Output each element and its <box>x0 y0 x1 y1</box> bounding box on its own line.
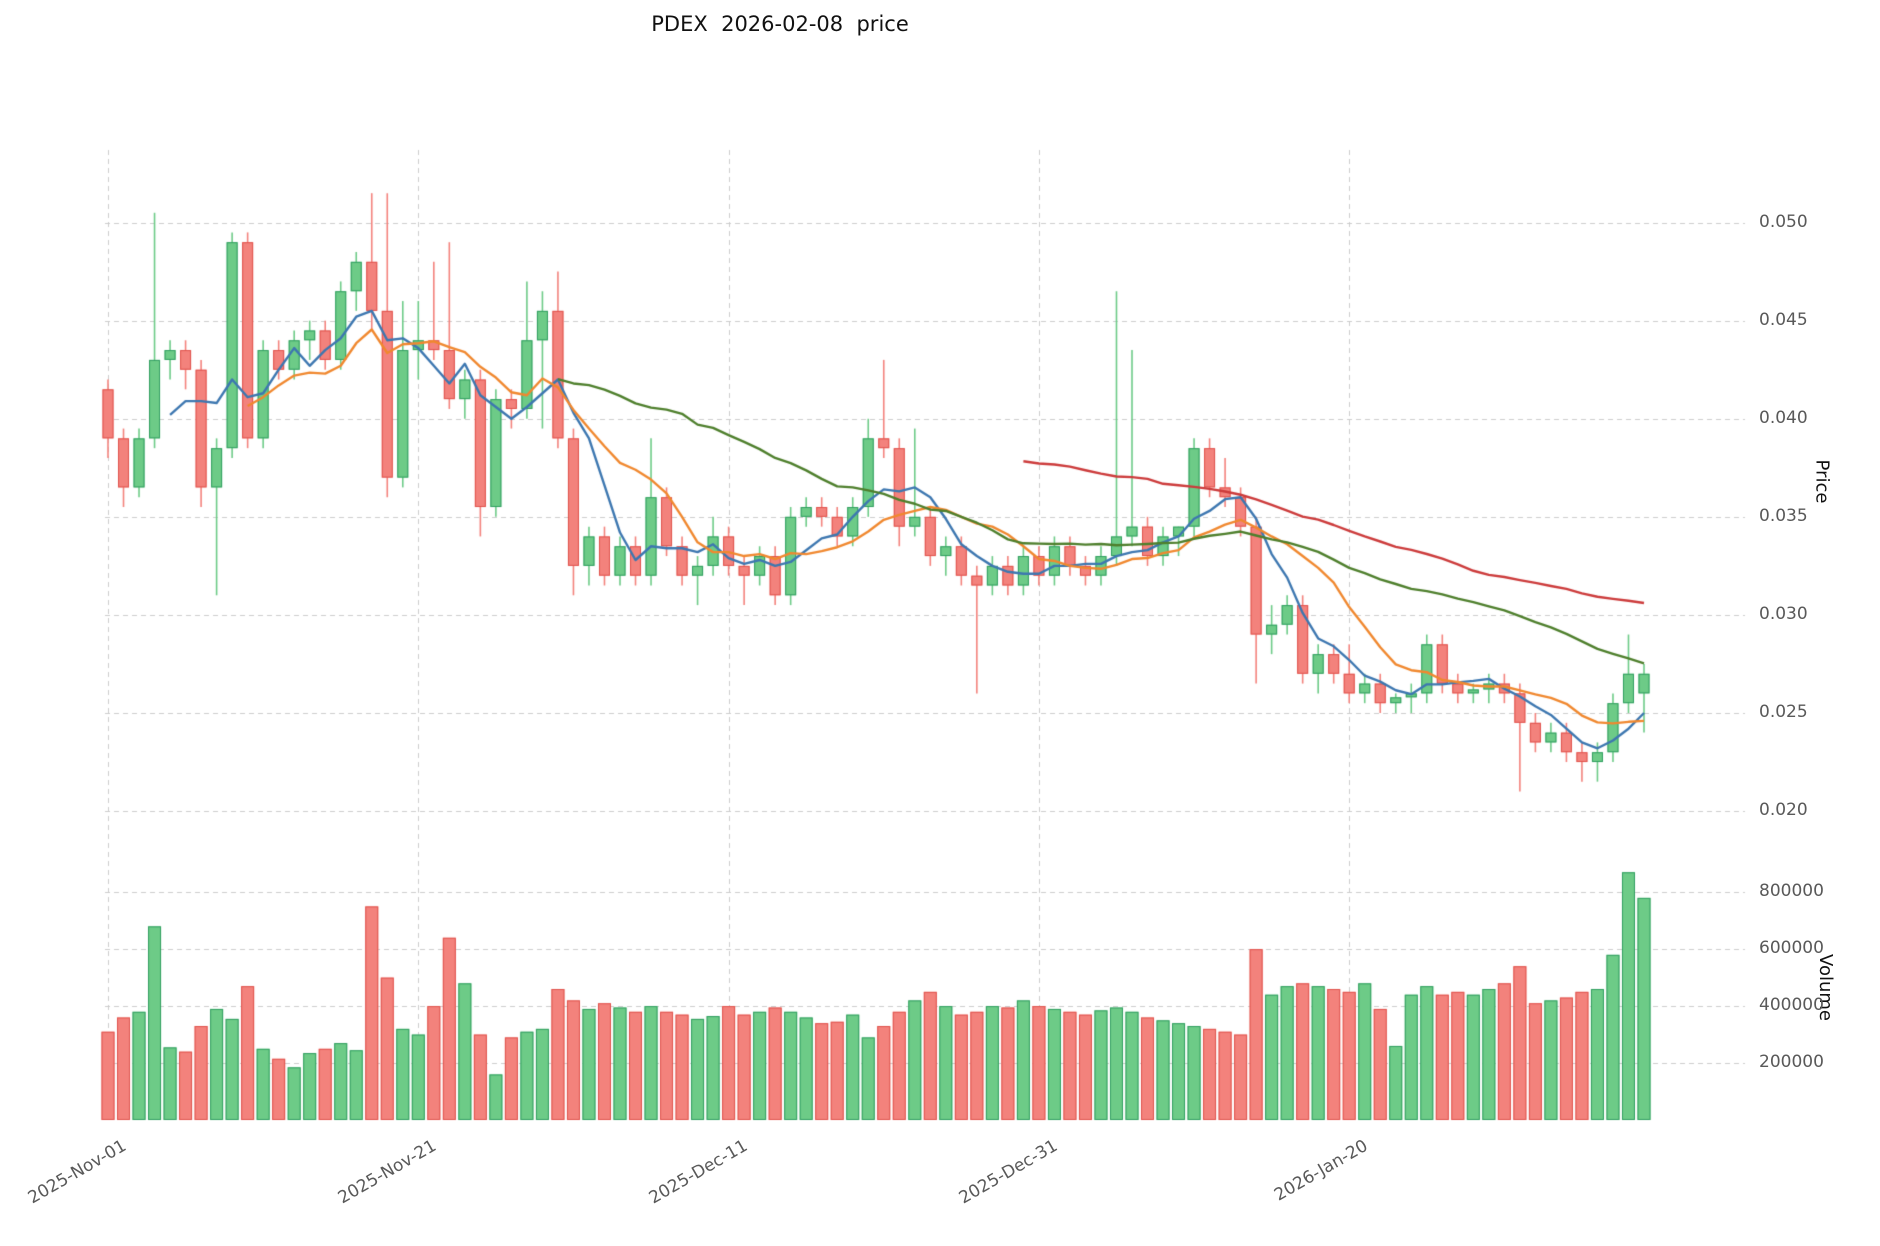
price-tick-label: 0.020 <box>1759 800 1808 821</box>
volume-tick-label: 800000 <box>1759 881 1824 902</box>
price-tick-label: 0.045 <box>1759 309 1808 330</box>
price-axis-title: Price <box>1811 459 1833 503</box>
price-tick-label: 0.035 <box>1759 505 1808 526</box>
volume-tick-label: 600000 <box>1759 938 1824 959</box>
price-tick-label: 0.025 <box>1759 701 1808 722</box>
price-tick-label: 0.030 <box>1759 603 1808 624</box>
chart-title: PDEX 2026-02-08 price <box>651 12 909 36</box>
price-tick-label: 0.050 <box>1759 211 1808 232</box>
volume-tick-label: 400000 <box>1759 995 1824 1016</box>
volume-tick-label: 200000 <box>1759 1052 1824 1073</box>
price-tick-label: 0.040 <box>1759 407 1808 428</box>
